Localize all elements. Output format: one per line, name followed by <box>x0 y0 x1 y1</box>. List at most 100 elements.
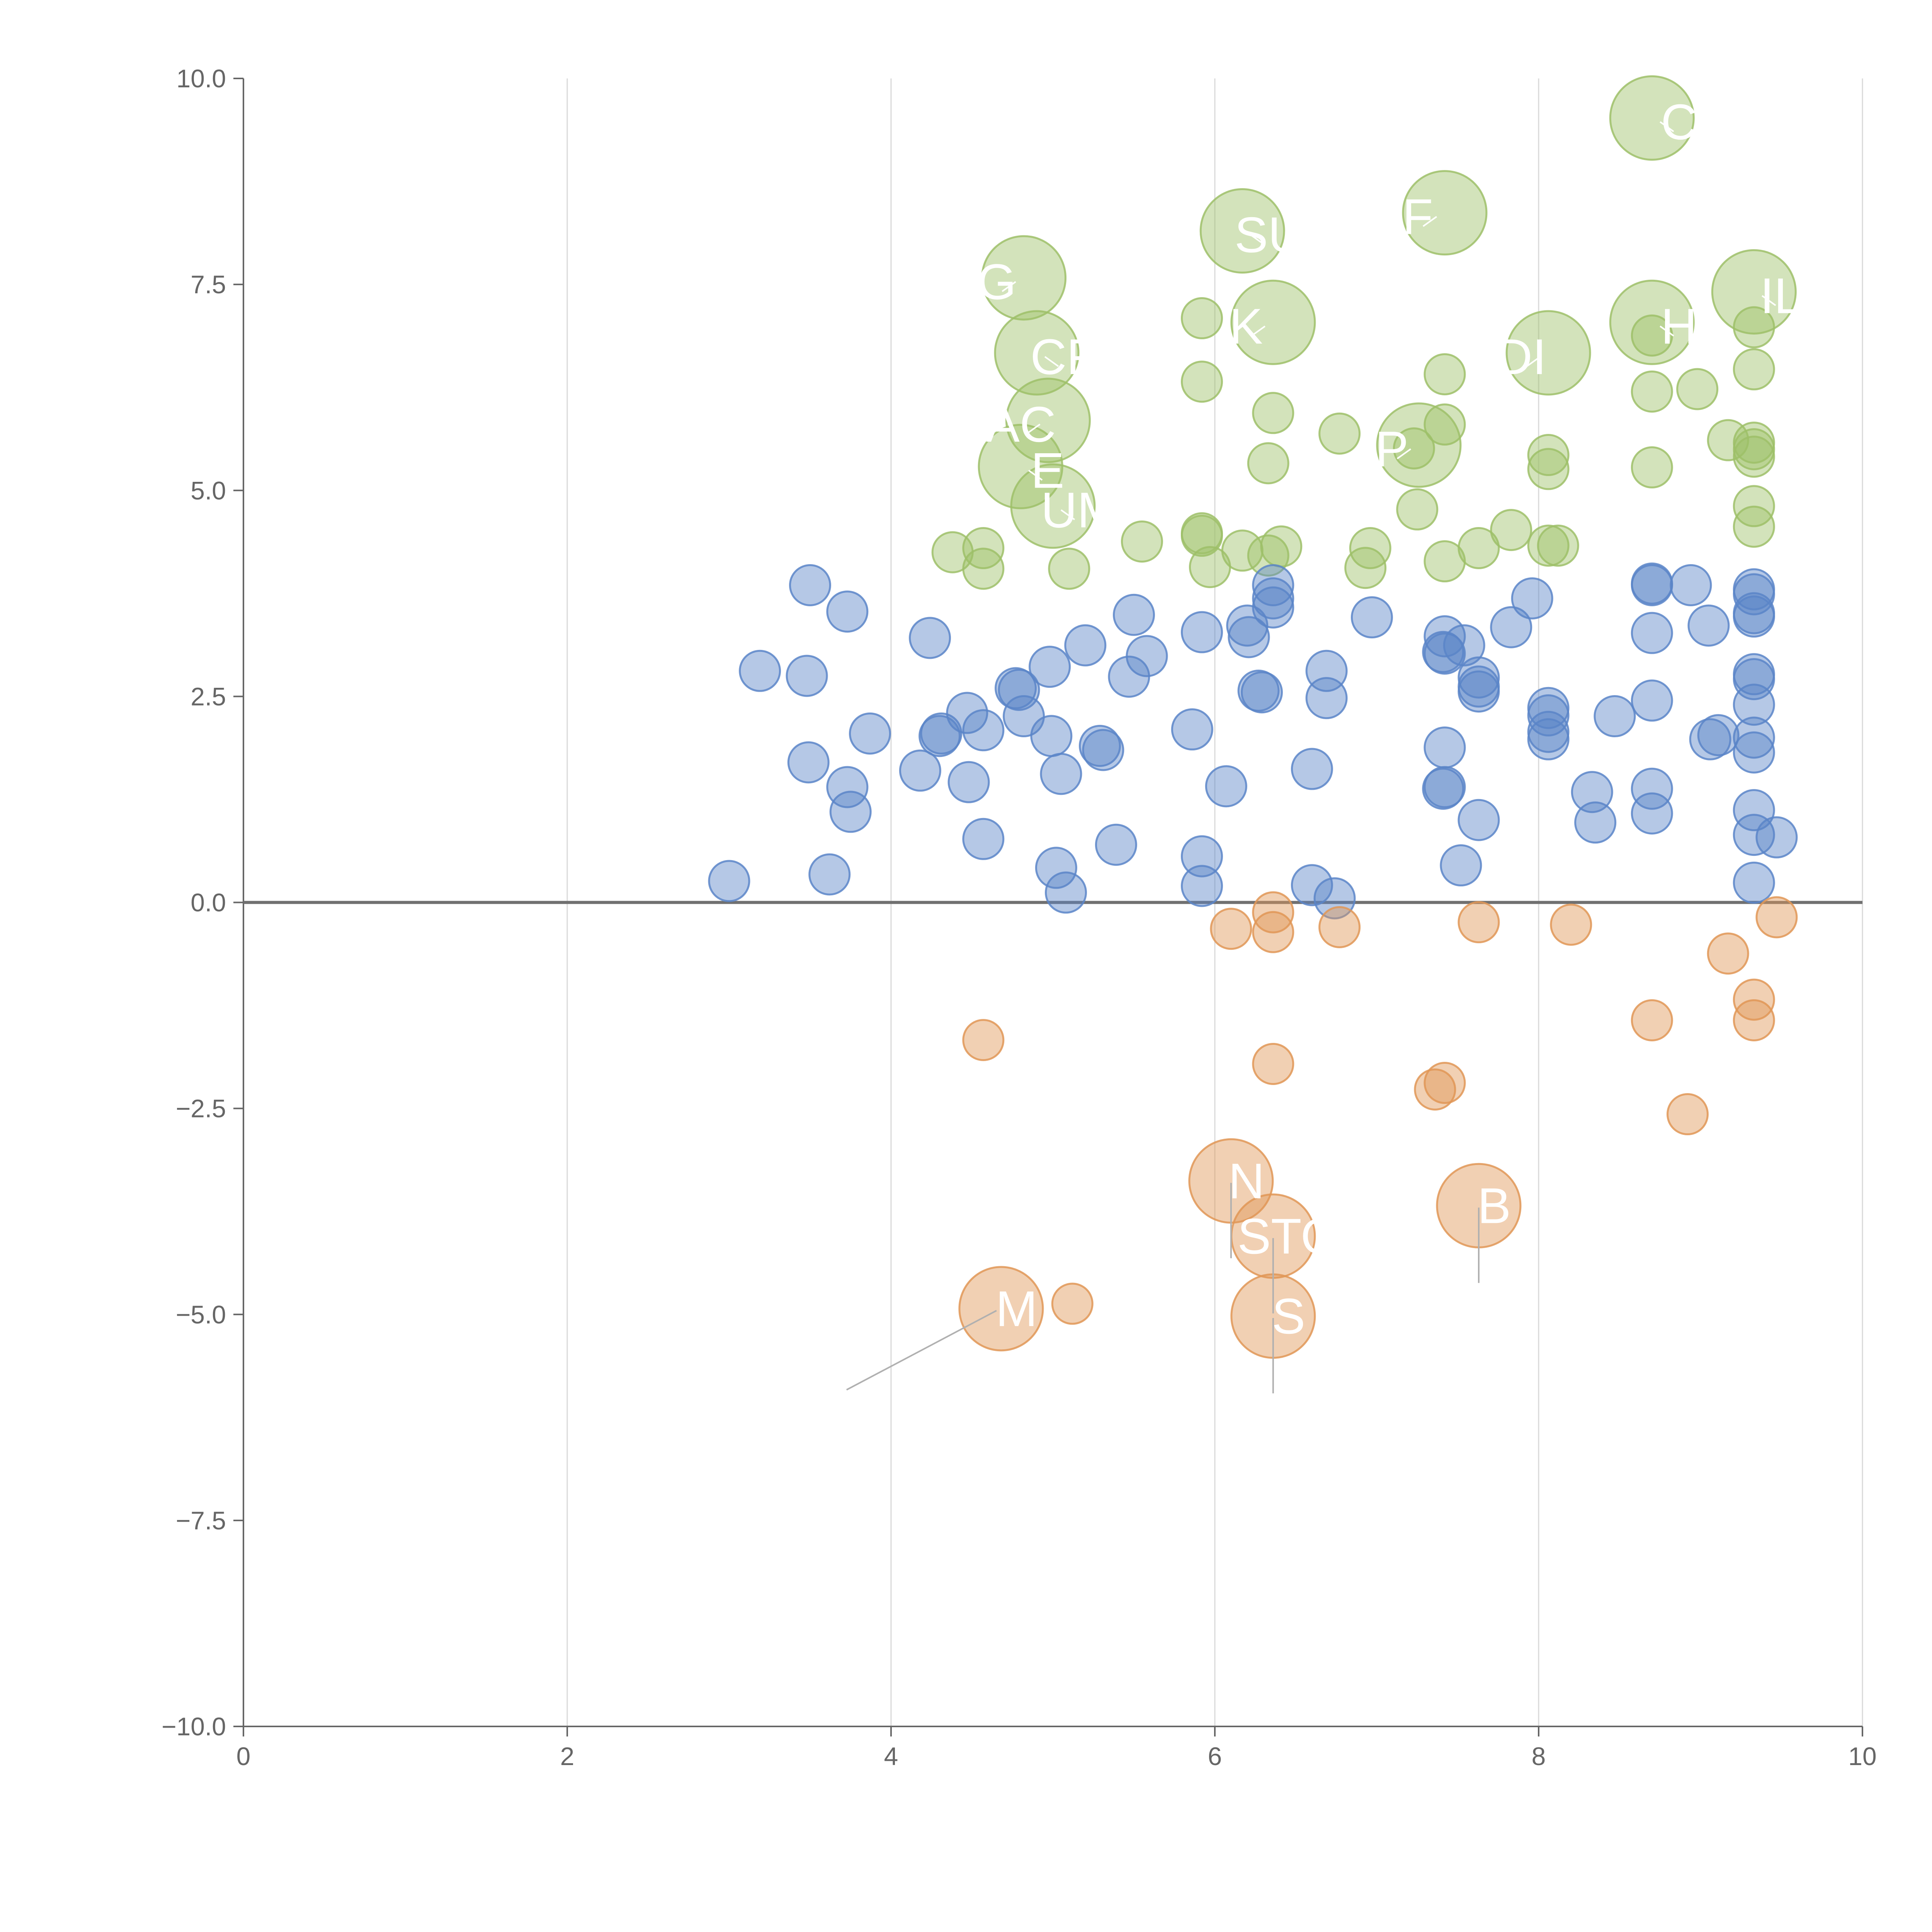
bubble-mid-57 <box>1458 670 1500 713</box>
bubble-label-6: H <box>1661 298 1697 354</box>
bubble-labeled-7 <box>1505 310 1591 396</box>
bubble-negative-5 <box>1550 903 1592 946</box>
bubble-mid-13 <box>918 715 961 757</box>
bubble-high-34 <box>1423 353 1466 396</box>
bubble-labeled-10 <box>978 423 1063 509</box>
bubble-negative-2 <box>1252 911 1294 953</box>
bubble-negative-15 <box>1666 1093 1709 1136</box>
bubble-labeled-9 <box>1005 378 1091 463</box>
bubble-mid-58 <box>1423 726 1466 769</box>
bubble-mid-87 <box>1733 658 1775 701</box>
bubble-mid-11 <box>899 749 941 792</box>
bubble-negative-12 <box>1252 1043 1294 1085</box>
bubble-mid-34 <box>1171 708 1213 751</box>
bubble-label-3: G <box>977 253 1016 310</box>
bubble-label-0: C <box>1661 94 1697 150</box>
bubble-negative-4 <box>1458 901 1500 944</box>
bubble-mid-18 <box>995 667 1037 709</box>
leader-line-7 <box>1526 356 1541 367</box>
bubble-mid-29 <box>1126 635 1168 677</box>
bubble-label-17: M <box>996 1281 1037 1337</box>
bubble-label-10: E <box>1031 442 1065 498</box>
bubble-mid-43 <box>1180 835 1223 878</box>
x-tick-label-0: 0 <box>236 1742 251 1770</box>
axis-layer: 10.0 7.5 5.0 2.5 0.0 −2.5 −5.0 −7.5 −10.0 0 2 4 6 8 10 <box>162 64 1877 1770</box>
leader-line-6 <box>1660 325 1674 337</box>
y-tick-label-5: −2.5 <box>176 1094 226 1123</box>
y-tick-label-2: 5.0 <box>190 476 226 505</box>
bubble-mid-33 <box>1180 611 1223 653</box>
bubble-mid-36 <box>1228 616 1270 658</box>
bubble-mid-77 <box>1631 679 1673 722</box>
leader-line-17 <box>846 1310 997 1391</box>
bubble-mid-68 <box>1527 718 1570 760</box>
bubble-mid-40 <box>1237 669 1280 712</box>
bubble-labeled-2 <box>1199 188 1285 274</box>
leader-line-2 <box>1250 234 1265 245</box>
y-tick-label-7: −7.5 <box>176 1506 226 1535</box>
bubble-mid-91 <box>1733 789 1775 832</box>
leader-line-12 <box>1060 509 1075 520</box>
bubble-negative-0 <box>1210 908 1252 950</box>
bubble-high-29 <box>1733 435 1775 478</box>
bubble-label-5: K <box>1229 298 1263 354</box>
bubble-mid-93 <box>1755 816 1798 859</box>
bubble-label-1: F <box>1402 189 1433 245</box>
bubble-label-7: DI <box>1496 328 1546 385</box>
small-bubble-layer <box>708 297 1798 1325</box>
bubble-mid-7 <box>787 741 830 784</box>
bubble-label-4: IL <box>1760 267 1802 324</box>
bubble-label-2: SU <box>1235 207 1304 263</box>
y-tick-label-3: 2.5 <box>190 682 226 711</box>
bubble-mid-19 <box>998 668 1040 711</box>
bubble-high-18 <box>1396 488 1439 531</box>
bubble-labeled-6 <box>1609 279 1695 365</box>
bubble-mid-9 <box>829 791 872 833</box>
bubble-mid-46 <box>1305 677 1348 719</box>
bubble-label-9: AC <box>986 396 1056 452</box>
bubble-high-21 <box>1247 442 1289 485</box>
bubble-mid-38 <box>1252 577 1294 620</box>
bubble-mid-23 <box>1030 715 1073 757</box>
bubble-mid-88 <box>1733 684 1775 726</box>
bubble-mid-66 <box>1527 694 1570 736</box>
bubble-mid-16 <box>947 761 990 803</box>
bubble-negative-7 <box>1707 932 1749 975</box>
bubble-mid-78 <box>1697 714 1740 757</box>
leader-line-11 <box>1396 448 1412 459</box>
bubble-negative-11 <box>962 1019 1005 1061</box>
bubble-high-37 <box>1733 348 1775 391</box>
bubble-mid-55 <box>1458 656 1500 699</box>
bubble-mid-1 <box>808 853 851 896</box>
bubble-high-25 <box>1631 446 1673 489</box>
leader-line-8 <box>1044 356 1059 367</box>
bubble-high-10 <box>1260 525 1303 568</box>
bubble-labeled-12 <box>1010 463 1096 549</box>
bubble-mid-31 <box>1035 847 1077 889</box>
bubble-high-14 <box>1458 527 1500 570</box>
bubble-label-14: B <box>1478 1177 1511 1234</box>
bubble-mid-74 <box>1670 564 1712 606</box>
bubble-high-4 <box>1121 520 1163 563</box>
bubble-mid-41 <box>1241 671 1283 714</box>
bubble-mid-54 <box>1443 624 1485 667</box>
bubble-mid-10 <box>909 617 951 659</box>
bubble-mid-3 <box>826 590 869 633</box>
bubble-mid-76 <box>1687 604 1730 647</box>
bubble-mid-15 <box>962 709 1005 752</box>
bubble-mid-27 <box>1113 594 1155 636</box>
bubble-mid-71 <box>1574 801 1617 844</box>
bubble-mid-44 <box>1180 865 1223 907</box>
bubble-high-36 <box>1676 368 1719 410</box>
bubble-mid-80 <box>1631 767 1673 810</box>
y-tick-label-6: −5.0 <box>176 1300 226 1329</box>
big-bubble-layer <box>958 75 1797 1359</box>
bubble-high-38 <box>1180 297 1223 340</box>
bubble-high-35 <box>1631 370 1673 413</box>
x-tick-label-1: 2 <box>560 1742 575 1770</box>
bubble-mid-37 <box>1252 564 1294 606</box>
bubble-mid-49 <box>1291 864 1333 906</box>
bubble-mid-75 <box>1631 612 1673 654</box>
bubble-mid-17 <box>962 818 1005 860</box>
